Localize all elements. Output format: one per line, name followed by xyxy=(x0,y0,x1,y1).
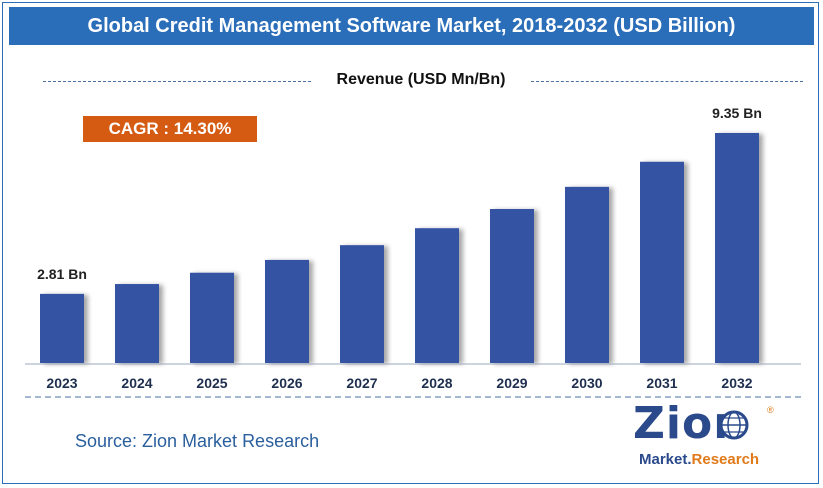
bar-2028 xyxy=(415,228,459,363)
globe-icon xyxy=(719,410,749,440)
logo-subtitle-research: Research xyxy=(691,451,760,468)
data-label-2023: 2.81 Bn xyxy=(37,266,87,282)
x-tick-label: 2023 xyxy=(46,375,77,391)
data-label-2032: 9.35 Bn xyxy=(712,105,762,121)
x-tick-label: 2029 xyxy=(496,375,527,391)
source-note: Source: Zion Market Research xyxy=(75,431,320,451)
legend-label: Revenue (USD Mn/Bn) xyxy=(336,71,506,88)
x-tick-label: 2027 xyxy=(346,375,377,391)
cagr-badge: CAGR : 14.30% xyxy=(83,116,257,142)
x-tick-label: 2032 xyxy=(721,375,752,391)
bar-2029 xyxy=(490,209,534,363)
x-tick-label: 2026 xyxy=(271,375,302,391)
x-tick-label: 2024 xyxy=(121,375,152,391)
legend-divider-right xyxy=(531,81,803,82)
logo-subtitle-market: Market. xyxy=(639,451,692,468)
bar-2031 xyxy=(640,161,684,363)
registered-mark: ® xyxy=(767,405,774,415)
bar-2026 xyxy=(265,259,309,363)
legend: Revenue (USD Mn/Bn) xyxy=(43,69,803,95)
legend-divider-left xyxy=(43,81,311,82)
bar-2023 xyxy=(40,293,84,363)
bar-2030 xyxy=(565,186,609,363)
bar-chart: 2023 2024 2025 2026 2027 2028 2029 2030 2031 2032… xyxy=(25,105,801,398)
page-title: Global Credit Management Software Market… xyxy=(9,7,814,45)
x-tick-label: 2028 xyxy=(421,375,452,391)
x-tick-label: 2031 xyxy=(646,375,677,391)
bar-2032 xyxy=(715,133,759,363)
bar-2027 xyxy=(340,245,384,363)
bar-2024 xyxy=(115,284,159,363)
zion-logo: Zion ® Market.Research xyxy=(633,399,783,474)
logo-subtitle: Market.Research xyxy=(639,451,759,468)
bar-2025 xyxy=(190,272,234,363)
x-tick-label: 2030 xyxy=(571,375,602,391)
x-tick-label: 2025 xyxy=(196,375,227,391)
